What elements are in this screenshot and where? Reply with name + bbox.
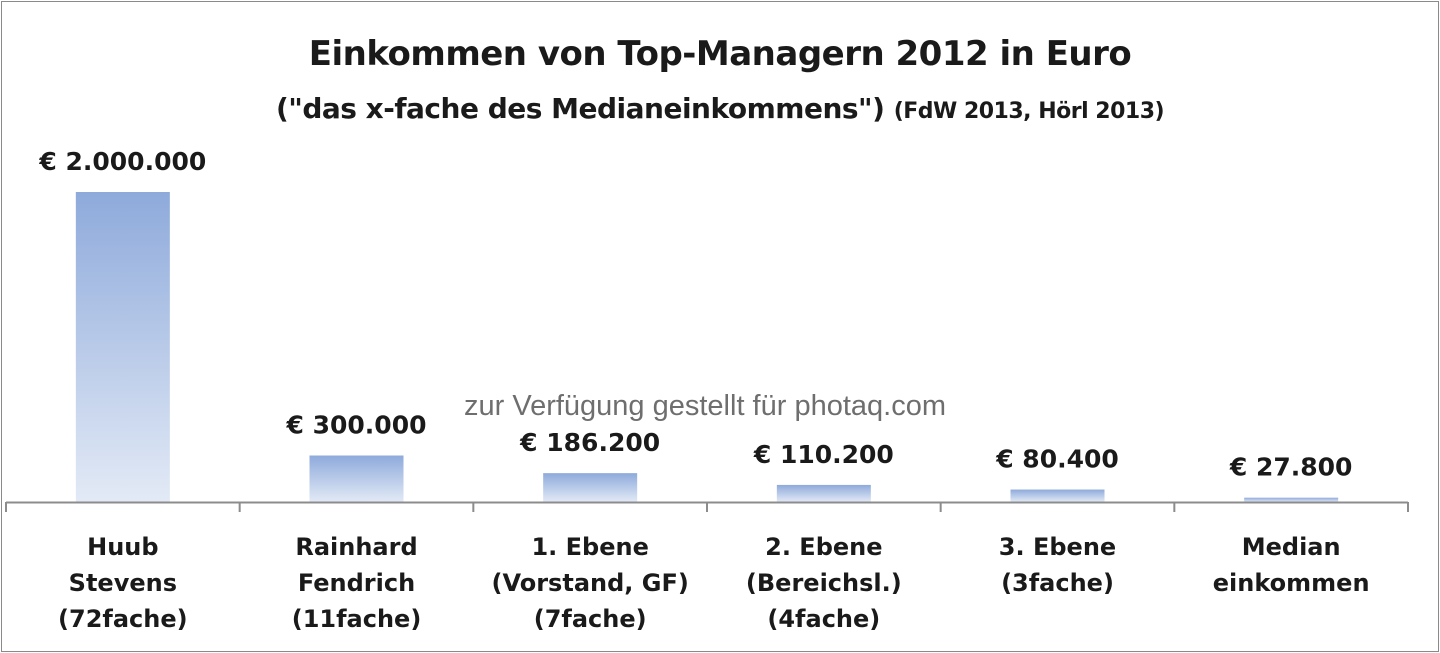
data-label: € 2.000.000 bbox=[38, 147, 206, 176]
category-label: (7fache) bbox=[534, 605, 647, 633]
category-label: Huub bbox=[87, 533, 158, 561]
bar bbox=[1244, 497, 1339, 502]
category-label: einkommen bbox=[1213, 569, 1370, 597]
bar bbox=[776, 484, 871, 502]
bar bbox=[543, 473, 638, 502]
category-label: (Vorstand, GF) bbox=[492, 569, 689, 597]
category-label: Stevens bbox=[69, 569, 177, 597]
category-label: Median bbox=[1242, 533, 1341, 561]
category-label: Fendrich bbox=[298, 569, 415, 597]
category-label: (Bereichsl.) bbox=[746, 569, 902, 597]
data-label: € 80.400 bbox=[995, 445, 1119, 474]
bar bbox=[309, 455, 404, 502]
category-label: (72fache) bbox=[58, 605, 188, 633]
category-label: (4fache) bbox=[767, 605, 880, 633]
category-label: (3fache) bbox=[1001, 569, 1114, 597]
data-label: € 186.200 bbox=[519, 428, 660, 457]
data-label: € 300.000 bbox=[286, 411, 427, 440]
data-label: € 110.200 bbox=[753, 440, 894, 469]
category-label: 1. Ebene bbox=[531, 533, 648, 561]
chart-subtitle: ("das x-fache des Medianeinkommens") (Fd… bbox=[2, 92, 1438, 125]
bars-group bbox=[75, 192, 1339, 502]
data-label: € 27.800 bbox=[1229, 453, 1353, 482]
bar bbox=[75, 192, 170, 502]
category-label: (11fache) bbox=[292, 605, 422, 633]
x-axis bbox=[5, 501, 1409, 512]
category-label: 3. Ebene bbox=[999, 533, 1116, 561]
subtitle-text: ("das x-fache des Medianeinkommens") bbox=[275, 92, 885, 125]
bar bbox=[1010, 489, 1105, 502]
source-text: (FdW 2013, Hörl 2013) bbox=[893, 99, 1165, 124]
labels-group: € 2.000.000 Huub Stevens (72fache) € 300.000… bbox=[38, 147, 1369, 633]
category-label: Rainhard bbox=[295, 533, 417, 561]
category-label: 2. Ebene bbox=[765, 533, 882, 561]
chart-title: Einkommen von Top-Managern 2012 in Euro bbox=[308, 34, 1132, 74]
